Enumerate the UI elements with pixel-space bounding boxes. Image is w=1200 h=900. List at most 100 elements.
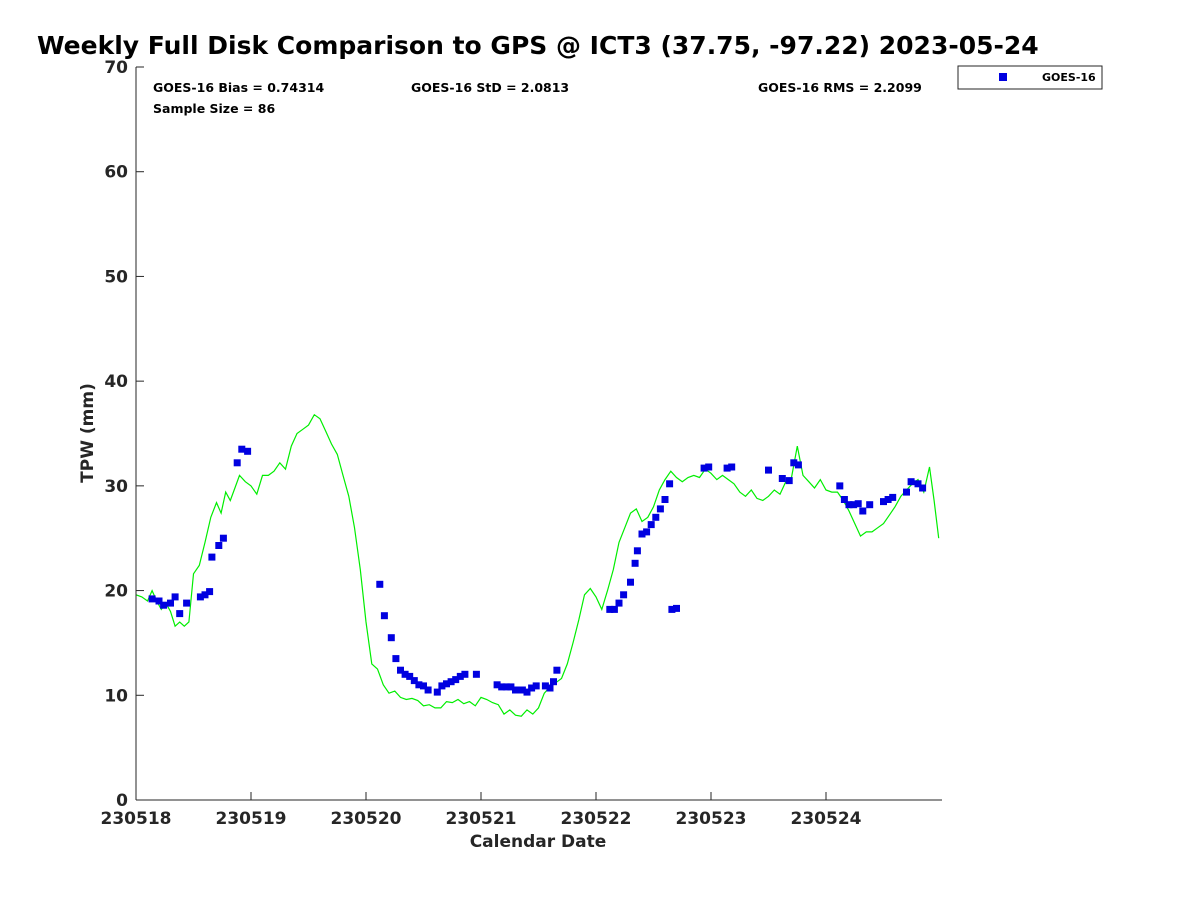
goes16-point <box>638 530 646 538</box>
goes16-point <box>850 501 858 509</box>
y-axis-label: TPW (mm) <box>78 383 98 483</box>
sample-size-stat: Sample Size = 86 <box>153 101 275 116</box>
goes16-point <box>661 496 669 503</box>
goes16-point <box>238 445 246 453</box>
x-tick-label: 230520 <box>331 809 402 829</box>
goes16-point <box>498 683 506 691</box>
goes16-point <box>884 496 892 503</box>
y-ticks: 0 10 20 30 40 50 60 70 <box>104 58 144 811</box>
goes16-scatter-layer <box>148 445 927 696</box>
y-tick-label: 20 <box>104 582 128 602</box>
goes16-point <box>502 683 510 691</box>
goes16-point <box>493 681 501 689</box>
goes16-point <box>206 588 214 596</box>
x-tick-label: 230524 <box>791 809 862 829</box>
y-tick-label: 50 <box>104 267 128 287</box>
y-tick-label: 0 <box>116 791 128 811</box>
goes16-point <box>610 605 618 613</box>
goes16-point <box>859 507 867 515</box>
goes16-point <box>903 488 910 496</box>
goes16-point <box>633 547 641 555</box>
legend-box <box>957 65 1103 90</box>
goes16-point <box>528 684 536 692</box>
goes16-point <box>392 655 400 663</box>
goes16-point <box>854 500 862 508</box>
goes16-point <box>219 534 227 542</box>
goes16-point <box>155 597 163 605</box>
goes16-point <box>627 578 634 586</box>
goes16-point <box>456 672 464 680</box>
goes16-point <box>836 482 844 490</box>
legend-marker <box>999 73 1007 81</box>
goes16-point <box>550 678 557 686</box>
goes16-point <box>171 593 179 601</box>
goes16-point <box>201 591 209 599</box>
x-tick-label: 230519 <box>216 809 287 829</box>
goes16-point <box>160 601 168 609</box>
y-tick-label: 70 <box>104 58 128 78</box>
goes16-point <box>541 682 549 690</box>
goes16-point <box>532 682 540 690</box>
goes16-point <box>553 666 561 674</box>
gps-line-layer <box>135 413 940 717</box>
goes16-point <box>794 461 802 469</box>
goes16-point <box>620 591 628 599</box>
goes16-point <box>452 676 460 684</box>
goes16-point <box>778 475 786 482</box>
y-tick-label: 10 <box>104 686 128 706</box>
goes16-point <box>889 493 897 501</box>
goes16-point <box>244 447 252 455</box>
goes16-point <box>472 670 480 678</box>
goes16-point <box>401 670 409 678</box>
goes16-point <box>866 501 874 509</box>
goes16-point <box>415 681 423 689</box>
goes16-point <box>919 484 927 492</box>
goes16-point <box>208 553 216 561</box>
goes16-point <box>512 686 519 694</box>
y-tick-label: 30 <box>104 477 128 497</box>
goes16-point <box>148 595 156 603</box>
legend-label-goes16: GOES-16 <box>1042 71 1096 84</box>
x-tick-label: 230523 <box>676 809 747 829</box>
bias-stat: GOES-16 Bias = 0.74314 <box>153 80 324 95</box>
goes16-point <box>397 666 404 674</box>
goes16-point <box>443 680 450 688</box>
x-axis-label: Calendar Date <box>470 832 607 852</box>
goes16-point <box>907 478 915 486</box>
goes16-point <box>424 686 432 694</box>
goes16-point <box>461 670 469 678</box>
goes16-point <box>666 480 674 488</box>
goes16-point <box>380 612 388 620</box>
goes16-point <box>765 466 772 474</box>
x-tick-label: 230521 <box>446 809 517 829</box>
goes16-point <box>387 634 395 642</box>
goes16-point <box>840 496 848 503</box>
goes16-point <box>376 580 384 588</box>
axes <box>135 67 942 801</box>
goes16-point <box>215 542 223 549</box>
goes16-point <box>183 599 191 607</box>
goes16-point <box>523 688 531 696</box>
goes16-point <box>546 684 554 692</box>
goes16-point <box>914 480 922 488</box>
std-stat: GOES-16 StD = 2.0813 <box>411 80 569 95</box>
y-tick-label: 40 <box>104 372 128 392</box>
x-ticks: 230518 230519 230520 230521 230522 230523 2305… <box>101 792 862 829</box>
goes16-point <box>880 498 887 506</box>
chart-title: Weekly Full Disk Comparison to GPS @ ICT… <box>37 31 1039 60</box>
goes16-point <box>785 477 793 485</box>
goes16-point <box>728 463 736 471</box>
goes16-point <box>507 683 515 691</box>
goes16-point <box>668 605 676 613</box>
goes16-point <box>790 459 798 467</box>
goes16-point <box>447 678 455 686</box>
goes16-point <box>167 599 174 607</box>
x-tick-label: 230522 <box>561 809 632 829</box>
gps-tpw-line <box>135 413 940 717</box>
goes16-point <box>652 513 660 521</box>
legend: GOES-16 <box>957 65 1103 90</box>
goes16-point <box>615 599 623 607</box>
goes16-point <box>438 682 446 690</box>
goes16-point <box>196 593 204 601</box>
